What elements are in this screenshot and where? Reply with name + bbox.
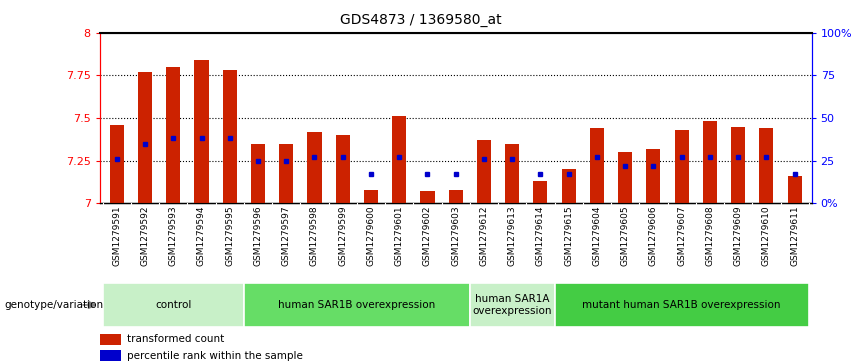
Bar <box>392 116 406 203</box>
Text: GSM1279612: GSM1279612 <box>479 206 489 266</box>
Bar <box>562 169 575 203</box>
Bar <box>102 283 244 327</box>
Text: GSM1279603: GSM1279603 <box>451 206 460 266</box>
Text: GSM1279610: GSM1279610 <box>762 206 771 266</box>
Text: GSM1279594: GSM1279594 <box>197 206 206 266</box>
Bar <box>420 191 435 203</box>
Bar <box>166 67 181 203</box>
Text: human SAR1A
overexpression: human SAR1A overexpression <box>472 294 552 316</box>
Bar <box>307 132 321 203</box>
Text: GSM1279592: GSM1279592 <box>141 206 149 266</box>
Text: GSM1279604: GSM1279604 <box>593 206 602 266</box>
Bar <box>477 140 491 203</box>
Text: GSM1279601: GSM1279601 <box>395 206 404 266</box>
Bar <box>590 128 604 203</box>
Text: GSM1279600: GSM1279600 <box>366 206 376 266</box>
Bar <box>138 72 152 203</box>
Bar <box>674 130 688 203</box>
Bar <box>364 189 378 203</box>
Bar <box>100 350 122 362</box>
Bar <box>244 283 470 327</box>
Text: control: control <box>155 300 192 310</box>
Text: GSM1279596: GSM1279596 <box>253 206 262 266</box>
Bar <box>223 70 237 203</box>
Bar <box>618 152 632 203</box>
Text: GSM1279605: GSM1279605 <box>621 206 629 266</box>
Bar <box>279 144 293 203</box>
Text: GSM1279614: GSM1279614 <box>536 206 545 266</box>
Text: mutant human SAR1B overexpression: mutant human SAR1B overexpression <box>582 300 781 310</box>
Text: GDS4873 / 1369580_at: GDS4873 / 1369580_at <box>340 13 502 27</box>
Text: GSM1279607: GSM1279607 <box>677 206 687 266</box>
Bar <box>505 144 519 203</box>
Text: GSM1279599: GSM1279599 <box>339 206 347 266</box>
Bar <box>731 126 746 203</box>
Bar <box>194 60 208 203</box>
Bar <box>251 144 265 203</box>
Text: GSM1279608: GSM1279608 <box>706 206 714 266</box>
Text: human SAR1B overexpression: human SAR1B overexpression <box>279 300 436 310</box>
Text: GSM1279593: GSM1279593 <box>168 206 178 266</box>
Bar <box>760 128 773 203</box>
Text: GSM1279597: GSM1279597 <box>282 206 291 266</box>
Text: GSM1279613: GSM1279613 <box>508 206 516 266</box>
Text: transformed count: transformed count <box>127 334 224 344</box>
Text: GSM1279606: GSM1279606 <box>649 206 658 266</box>
Bar <box>533 181 548 203</box>
Text: GSM1279602: GSM1279602 <box>423 206 432 266</box>
Bar <box>555 283 809 327</box>
Text: GSM1279598: GSM1279598 <box>310 206 319 266</box>
Text: genotype/variation: genotype/variation <box>4 300 103 310</box>
Bar <box>336 135 350 203</box>
Bar <box>703 121 717 203</box>
Text: percentile rank within the sample: percentile rank within the sample <box>127 351 302 361</box>
Text: GSM1279591: GSM1279591 <box>112 206 122 266</box>
Bar <box>647 149 661 203</box>
Bar <box>449 189 463 203</box>
Bar <box>100 334 122 345</box>
Text: GSM1279595: GSM1279595 <box>225 206 234 266</box>
Bar <box>787 176 802 203</box>
Bar <box>470 283 555 327</box>
Text: GSM1279615: GSM1279615 <box>564 206 573 266</box>
Text: GSM1279609: GSM1279609 <box>733 206 743 266</box>
Text: GSM1279611: GSM1279611 <box>790 206 799 266</box>
Bar <box>109 125 124 203</box>
